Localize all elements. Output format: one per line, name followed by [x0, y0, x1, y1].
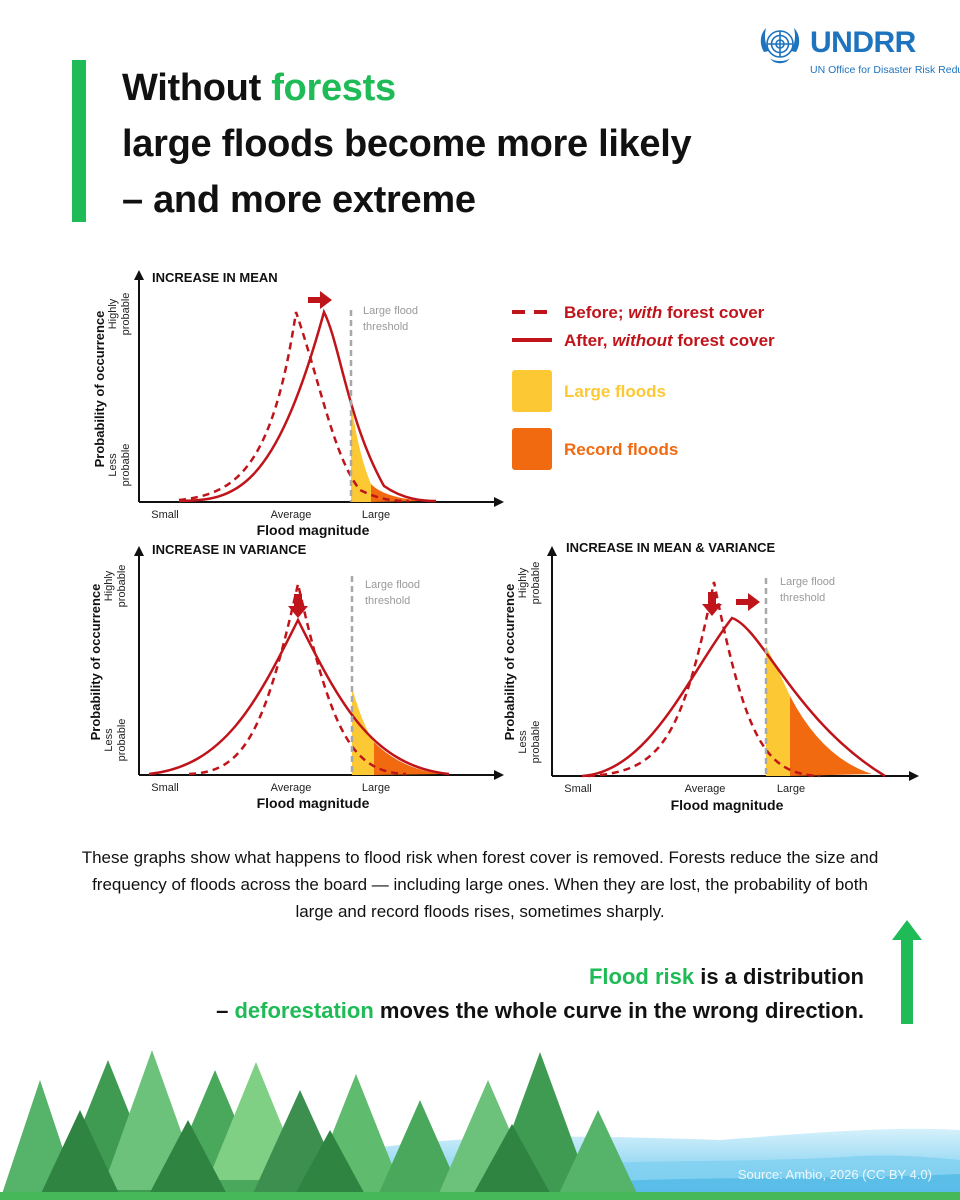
- x-axis-label: Flood magnitude: [257, 522, 370, 538]
- threshold-label-line-1: Large flood: [363, 305, 418, 317]
- legend-after-label: After, without forest cover: [564, 331, 775, 350]
- curve-after: [148, 617, 450, 776]
- threshold-label-line-2: threshold: [780, 592, 825, 604]
- x-tick-large: Large: [777, 783, 805, 795]
- large-floods-area: [351, 403, 371, 502]
- x-tick-small: Small: [151, 509, 179, 521]
- title-highlight: forests: [271, 67, 396, 109]
- legend-before-label: Before; with forest cover: [564, 303, 765, 322]
- curve-after: [178, 308, 437, 503]
- y-high-line-1: Highly: [107, 298, 119, 329]
- large-floods-area: [352, 688, 374, 775]
- chart-increase-in-variance-svg: INCREASE IN VARIANCE Large flood thresho…: [88, 542, 504, 811]
- x-tick-large: Large: [362, 509, 390, 521]
- record-floods-area: [371, 484, 424, 502]
- panel-title: INCREASE IN VARIANCE: [152, 542, 307, 557]
- y-high-line-1: Highly: [103, 570, 115, 601]
- large-floods-area: [766, 646, 790, 776]
- x-tick-small: Small: [151, 782, 179, 794]
- ground-strip: [0, 1192, 960, 1200]
- title-line-1: Without forests: [122, 67, 396, 109]
- x-tick-large: Large: [362, 782, 390, 794]
- y-high-line-2: probable: [116, 565, 128, 608]
- y-low-line-2: probable: [116, 719, 128, 762]
- y-axis-label: Probability of occurrence: [88, 584, 103, 741]
- curve-before: [188, 583, 407, 776]
- chart-increase-in-variance: INCREASE IN VARIANCE Large flood thresho…: [84, 534, 504, 818]
- up-arrow-icon: [892, 920, 922, 1024]
- x-axis-label: Flood magnitude: [671, 797, 784, 813]
- threshold-label-line-1: Large flood: [365, 579, 420, 591]
- explanation-paragraph: These graphs show what happens to flood …: [81, 848, 879, 921]
- shift-right-arrow-icon: [308, 291, 332, 309]
- y-high-line-2: probable: [120, 293, 132, 336]
- x-tick-small: Small: [564, 783, 592, 795]
- threshold-label-line-1: Large flood: [780, 576, 835, 588]
- x-tick-average: Average: [271, 782, 312, 794]
- x-tick-average: Average: [271, 509, 312, 521]
- curve-after: [581, 616, 886, 778]
- chart-increase-in-mean-and-variance-svg: INCREASE IN MEAN & VARIANCE Large flood …: [502, 540, 919, 813]
- un-emblem-icon: [760, 28, 800, 64]
- chart-increase-in-mean-and-variance: INCREASE IN MEAN & VARIANCE Large flood …: [500, 532, 920, 816]
- undrr-logo: UNDRR UN Office for Disaster Risk Reduct…: [756, 22, 960, 82]
- legend: Before; with forest cover After, without…: [508, 296, 868, 486]
- y-low-line-2: probable: [530, 721, 542, 764]
- brand-name: UNDRR: [810, 26, 916, 59]
- source-credit: Source: Ambio, 2026 (CC BY 4.0): [737, 1167, 932, 1182]
- key-message-line-2: – deforestation moves the whole curve in…: [216, 998, 864, 1023]
- legend-large-label: Large floods: [564, 382, 667, 401]
- key-message-line-1: Flood risk is a distribution: [588, 964, 864, 989]
- y-high-line-2: probable: [530, 562, 542, 605]
- shift-down-arrow-icon: [288, 594, 308, 618]
- legend-record-label: Record floods: [564, 440, 679, 459]
- curve-before: [178, 311, 410, 503]
- yellow-swatch-icon: [512, 370, 552, 412]
- headline-accent-bar: [72, 60, 86, 222]
- panel-title: INCREASE IN MEAN & VARIANCE: [566, 540, 776, 555]
- key-message: Flood risk is a distribution – deforesta…: [216, 960, 864, 1028]
- dashed-line-icon: [512, 310, 552, 314]
- shift-down-arrow-icon: [702, 592, 722, 616]
- title-line-2: large floods become more likely: [122, 123, 692, 165]
- chart-increase-in-mean: INCREASE IN MEAN Large flood threshold P…: [84, 262, 504, 546]
- y-axis-label: Probability of occurrence: [92, 311, 107, 468]
- brand-subtitle: UN Office for Disaster Risk Reduction: [810, 64, 960, 76]
- y-low-line-1: Less: [517, 730, 529, 754]
- orange-swatch-icon: [512, 428, 552, 470]
- chart-increase-in-mean-svg: INCREASE IN MEAN Large flood threshold P…: [92, 270, 504, 538]
- forest-illustration: [0, 1050, 960, 1200]
- threshold-label-line-2: threshold: [365, 595, 410, 607]
- curve-before: [587, 581, 821, 778]
- record-floods-area: [374, 742, 444, 775]
- page-title: Without forests large floods become more…: [122, 60, 692, 228]
- record-floods-area: [790, 696, 872, 776]
- threshold-label-line-2: threshold: [363, 321, 408, 333]
- y-low-line-1: Less: [103, 728, 115, 752]
- x-tick-average: Average: [685, 783, 726, 795]
- solid-line-icon: [512, 338, 552, 342]
- y-low-line-2: probable: [120, 444, 132, 487]
- shift-right-arrow-icon: [736, 593, 760, 611]
- y-axis-label: Probability of occurrence: [502, 584, 517, 741]
- panel-title: INCREASE IN MEAN: [152, 270, 278, 285]
- title-line-3: – and more extreme: [122, 179, 476, 221]
- x-axis-label: Flood magnitude: [257, 795, 370, 811]
- tree-group: [0, 1050, 640, 1200]
- y-high-line-1: Highly: [517, 567, 529, 598]
- y-low-line-1: Less: [107, 453, 119, 477]
